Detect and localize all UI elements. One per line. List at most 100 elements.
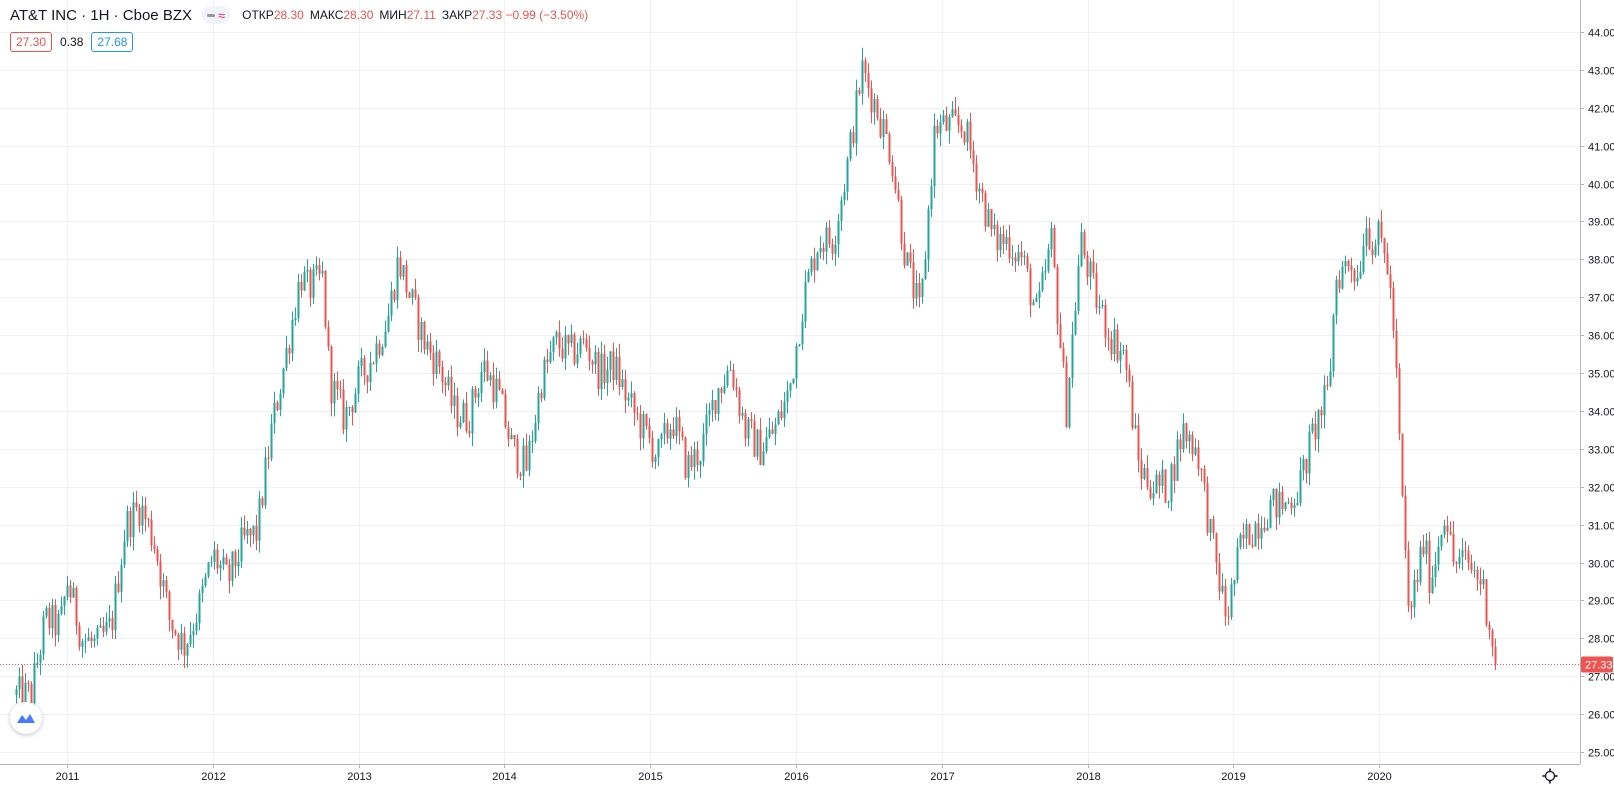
candle — [1155, 469, 1158, 494]
candle — [1473, 561, 1476, 578]
candle — [1440, 534, 1443, 551]
vertical-grid — [67, 0, 1380, 764]
candle — [978, 183, 981, 204]
time-tick-label: 2013 — [347, 771, 371, 783]
candle — [1374, 239, 1377, 258]
candle — [468, 421, 471, 438]
candle — [1422, 534, 1425, 557]
candle — [480, 362, 483, 403]
candle — [1125, 344, 1128, 383]
candle — [255, 514, 258, 551]
candle — [408, 291, 411, 299]
ask-price[interactable]: 27.68 — [91, 32, 134, 52]
price-tick-label: 29.00 — [1588, 596, 1614, 608]
symbol-title[interactable]: AT&T INC · 1H · Cboe BZX — [10, 6, 192, 24]
candle — [1080, 223, 1083, 268]
candle — [48, 602, 51, 635]
candle — [309, 267, 312, 307]
price-axis[interactable]: 25.00 26.00 27.00 28.00 29.00 30.00 31.00 32.00… — [1580, 28, 1614, 760]
candle — [1203, 464, 1206, 492]
candle — [363, 355, 366, 386]
candle — [531, 430, 534, 454]
candle — [1044, 258, 1047, 281]
candle — [1005, 229, 1008, 251]
candle — [726, 365, 729, 388]
candle — [1380, 210, 1383, 243]
candle — [198, 589, 201, 631]
candle — [1317, 408, 1320, 453]
candle — [1089, 257, 1092, 290]
candle — [1299, 457, 1302, 507]
candle — [1224, 578, 1227, 626]
candle — [660, 432, 663, 448]
candle — [690, 446, 693, 471]
candle — [636, 406, 639, 421]
candle — [1482, 569, 1485, 590]
candle — [633, 391, 636, 426]
candle — [933, 113, 936, 198]
candle — [522, 437, 525, 488]
candle — [780, 400, 783, 421]
candle — [540, 388, 543, 403]
candle — [1332, 313, 1335, 378]
candle — [699, 460, 702, 478]
gear-icon[interactable] — [1540, 766, 1560, 786]
candle — [327, 320, 330, 351]
candle — [471, 385, 474, 447]
candle — [1479, 567, 1482, 596]
candle — [591, 359, 594, 374]
candle — [459, 416, 462, 429]
candle — [1242, 522, 1245, 549]
candle — [171, 619, 174, 639]
candle — [813, 247, 816, 283]
candle — [669, 423, 672, 450]
candle — [462, 399, 465, 424]
time-axis[interactable]: 2011 2012 2013 2014 2015 2016 2017 2018 2019 2020 — [56, 764, 1392, 783]
candle — [1062, 342, 1065, 368]
candle — [849, 129, 852, 162]
price-tick-label: 32.00 — [1588, 483, 1614, 495]
candle — [993, 213, 996, 236]
candle — [1173, 456, 1176, 493]
candle — [501, 388, 504, 395]
candle — [1338, 270, 1341, 293]
candle — [1083, 229, 1086, 259]
legend-toggle[interactable]: ≈ — [202, 6, 231, 24]
candle — [1419, 540, 1422, 586]
candle — [696, 440, 699, 472]
chart-legend: AT&T INC · 1H · Cboe BZX ≈ ОТКР28.30 МАК… — [10, 6, 594, 24]
candle — [378, 339, 381, 359]
candle — [672, 417, 675, 440]
candle — [1188, 430, 1191, 454]
candle — [1035, 293, 1038, 303]
candle — [243, 515, 246, 540]
candle — [684, 436, 687, 480]
candle — [1263, 517, 1266, 533]
candle — [210, 555, 213, 568]
candle — [174, 629, 177, 637]
candle — [1095, 263, 1098, 314]
candle — [1257, 513, 1260, 550]
candle — [381, 344, 384, 357]
tradingview-logo-icon[interactable] — [10, 702, 42, 734]
candle — [939, 114, 942, 147]
candle — [1404, 485, 1407, 559]
candle — [93, 634, 96, 648]
bid-price[interactable]: 27.30 — [10, 32, 53, 52]
candle — [153, 536, 156, 554]
ohlc-close: ЗАКР27.33 −0.99 (−3.50%) — [441, 8, 589, 22]
candle — [693, 441, 696, 480]
candle — [1011, 244, 1014, 267]
candle — [90, 631, 93, 648]
candle — [957, 106, 960, 134]
candle — [357, 360, 360, 403]
candle — [1134, 413, 1137, 430]
candle — [990, 209, 993, 237]
candle — [921, 278, 924, 304]
candle — [1101, 300, 1104, 309]
candle — [825, 222, 828, 265]
candle — [624, 369, 627, 414]
candle — [141, 496, 144, 535]
candle — [126, 505, 129, 548]
